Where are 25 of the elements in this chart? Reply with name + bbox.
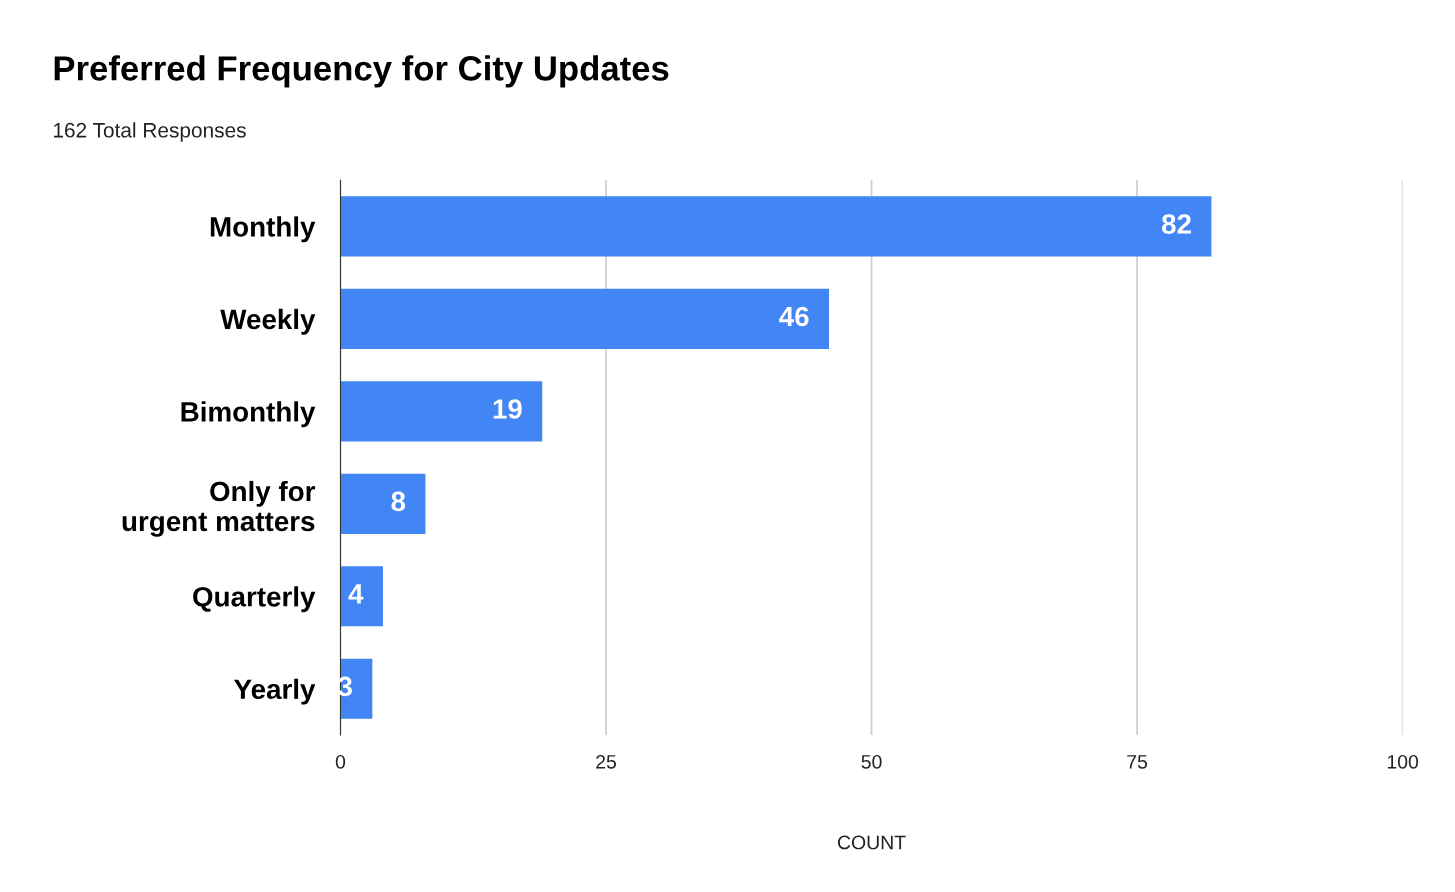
bar: [340, 473, 426, 534]
y-tick-label: Yearly: [234, 678, 316, 705]
bar: [340, 658, 373, 719]
text: 162 Total Responses: [53, 122, 246, 142]
y-tick-label: Monthly: [210, 216, 316, 243]
chart-title: Preferred Frequency for City Updates: [54, 55, 669, 88]
x-axis-title: COUNT: [837, 835, 906, 850]
x-tick-label: 25: [596, 754, 617, 769]
bar: [340, 288, 830, 349]
data-label: 19: [493, 399, 522, 419]
y-tick-label: Only for urgent matters: [122, 480, 316, 537]
y-tick-label: Bimonthly: [181, 401, 316, 428]
data-label: 4: [348, 584, 364, 604]
bar: [340, 566, 383, 627]
data-label: 8: [391, 491, 406, 512]
x-tick-label: 75: [1127, 755, 1148, 769]
x-tick-label: 0: [335, 754, 346, 769]
y-tick-label: Weekly: [220, 308, 316, 335]
x-tick-label: 100: [1387, 754, 1419, 769]
bar: [340, 381, 543, 442]
bar: [340, 196, 1212, 257]
x-tick-label: 50: [861, 754, 882, 769]
data-label: 46: [779, 306, 809, 327]
data-label: 82: [1161, 214, 1191, 234]
y-tick-label: Quarterly: [193, 586, 316, 613]
